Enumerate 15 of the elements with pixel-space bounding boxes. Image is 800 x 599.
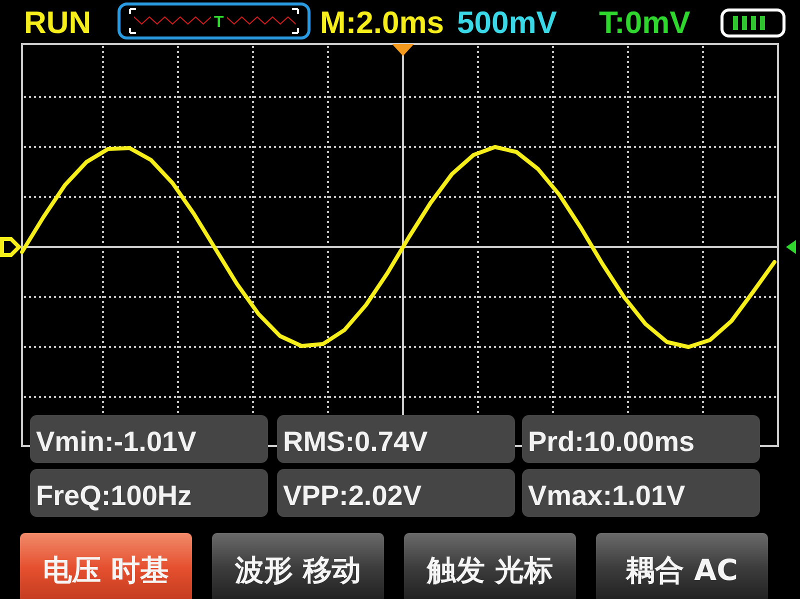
text: Vmin:-1.01V — [36, 426, 197, 457]
text: 耦合 AC — [625, 553, 738, 587]
text: FreQ:100Hz — [36, 480, 192, 511]
text: 电压 时基 — [42, 553, 170, 587]
text: T — [214, 14, 224, 31]
text: M:2.0ms — [320, 5, 444, 40]
text: RMS:0.74V — [283, 426, 428, 457]
text: 500mV — [457, 5, 558, 40]
text: 波形 移动 — [234, 553, 362, 587]
chart-title: RUN — [24, 5, 92, 40]
text: VPP:2.02V — [283, 480, 422, 511]
text: Prd:10.00ms — [528, 426, 695, 457]
text: T:0mV — [599, 5, 691, 40]
text: Vmax:1.01V — [528, 480, 686, 511]
text: 触发 光标 — [426, 553, 554, 587]
